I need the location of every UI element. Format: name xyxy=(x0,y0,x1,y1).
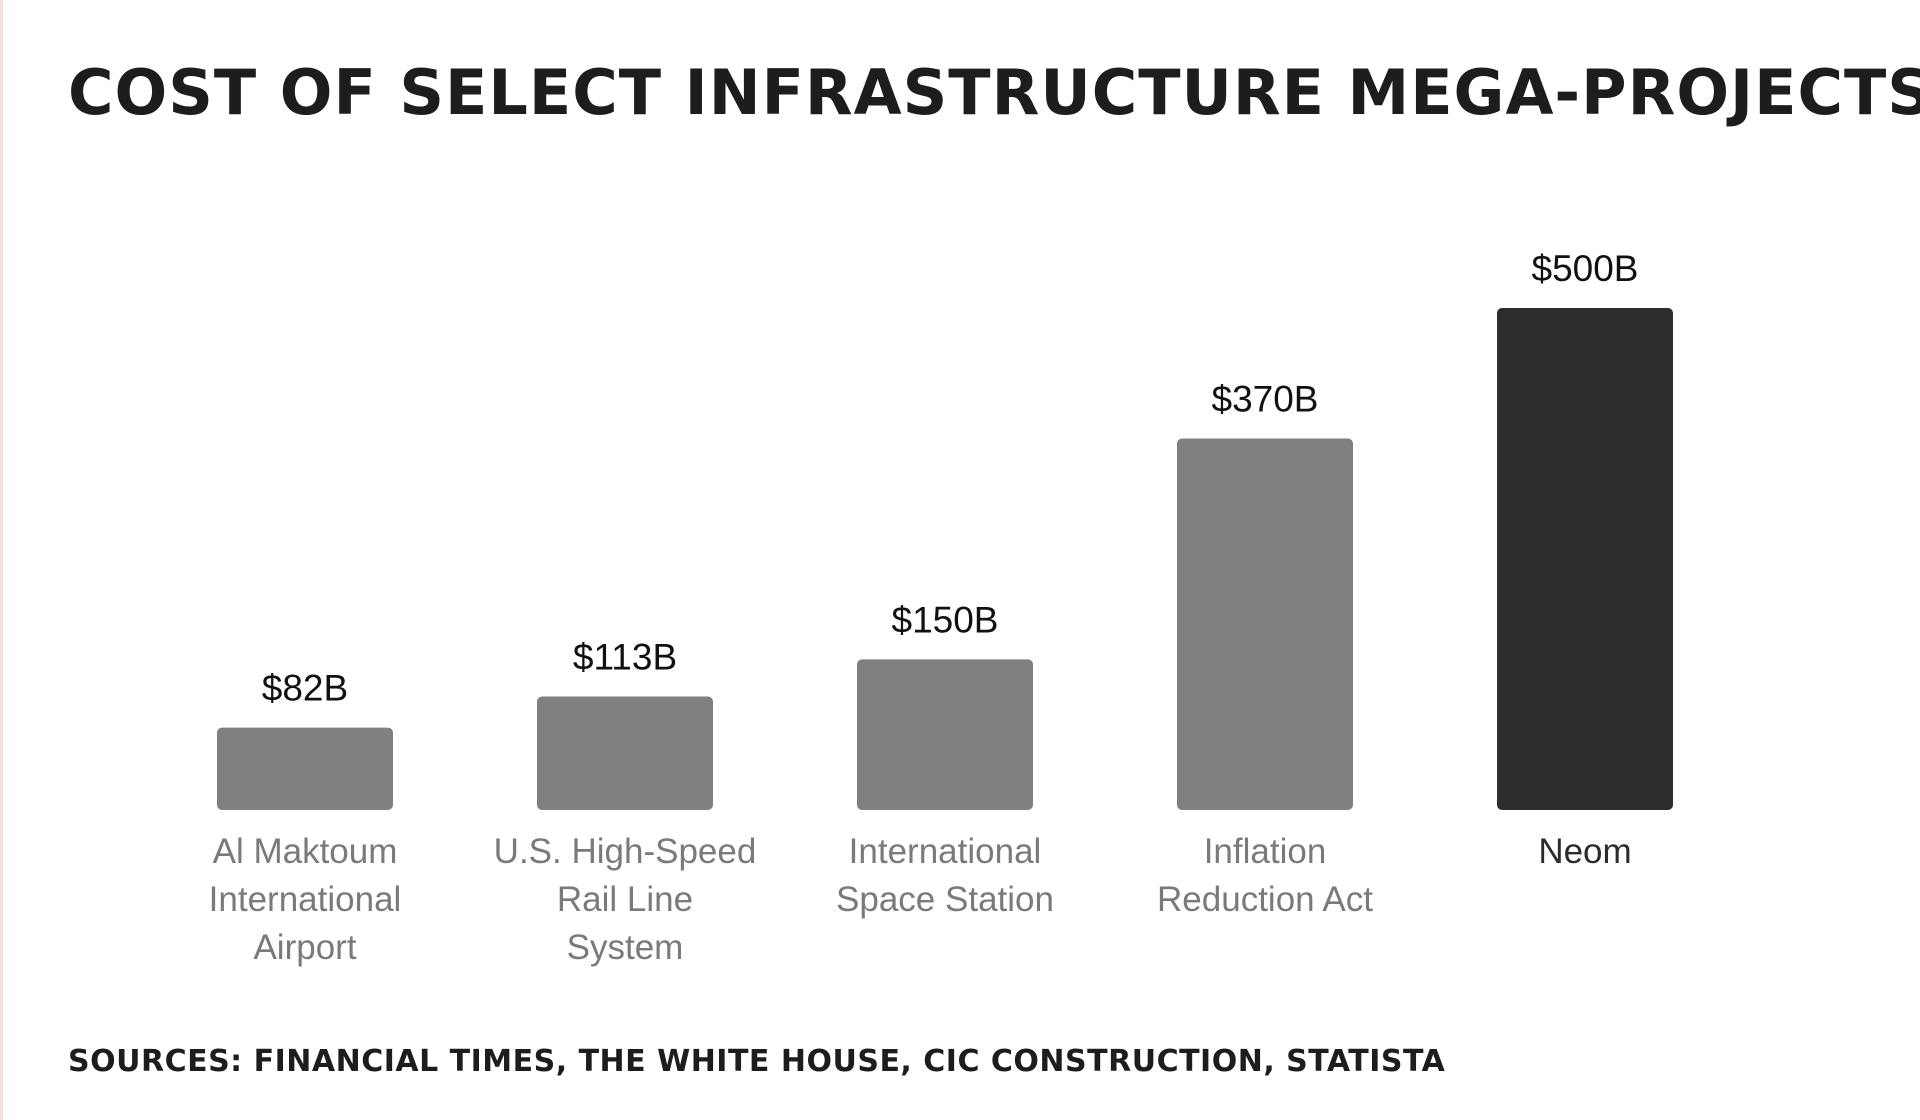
page-edge xyxy=(0,0,3,1120)
category-label-2: International Space Station xyxy=(785,828,1105,924)
bar-3 xyxy=(1177,438,1353,810)
category-label-line: Reduction Act xyxy=(1157,880,1373,919)
value-label-0: $82B xyxy=(262,668,348,709)
category-label-line: Airport xyxy=(253,928,357,967)
category-label-3: Inflation Reduction Act xyxy=(1105,828,1425,924)
category-label-0: Al Maktoum International Airport xyxy=(145,828,465,972)
category-label-line: U.S. High-Speed xyxy=(493,832,757,871)
bar-2 xyxy=(857,659,1033,810)
bar-1 xyxy=(537,696,713,810)
category-label-line: Rail Line xyxy=(556,880,694,919)
value-label-2: $150B xyxy=(892,599,999,640)
value-label-4: $500B xyxy=(1532,248,1639,289)
bar-0 xyxy=(217,727,393,810)
category-label-line: Inflation xyxy=(1203,832,1327,871)
category-label-line: International xyxy=(208,880,402,919)
category-label-4: Neom xyxy=(1425,828,1745,876)
category-label-line: Al Maktoum xyxy=(212,832,398,871)
chart-title: COST OF SELECT INFRASTRUCTURE MEGA-PROJE… xyxy=(68,56,1920,129)
category-label-1: U.S. High-Speed Rail Line System xyxy=(465,828,785,972)
category-label-line: International xyxy=(848,832,1042,871)
value-label-3: $370B xyxy=(1212,379,1319,420)
value-label-1: $113B xyxy=(573,637,677,678)
bar-4 xyxy=(1497,308,1673,810)
category-label-line: Space Station xyxy=(836,880,1054,919)
category-label-line: Neom xyxy=(1538,832,1632,871)
category-label-line: System xyxy=(566,928,684,967)
sources-note: SOURCES: FINANCIAL TIMES, THE WHITE HOUS… xyxy=(68,1044,1446,1079)
